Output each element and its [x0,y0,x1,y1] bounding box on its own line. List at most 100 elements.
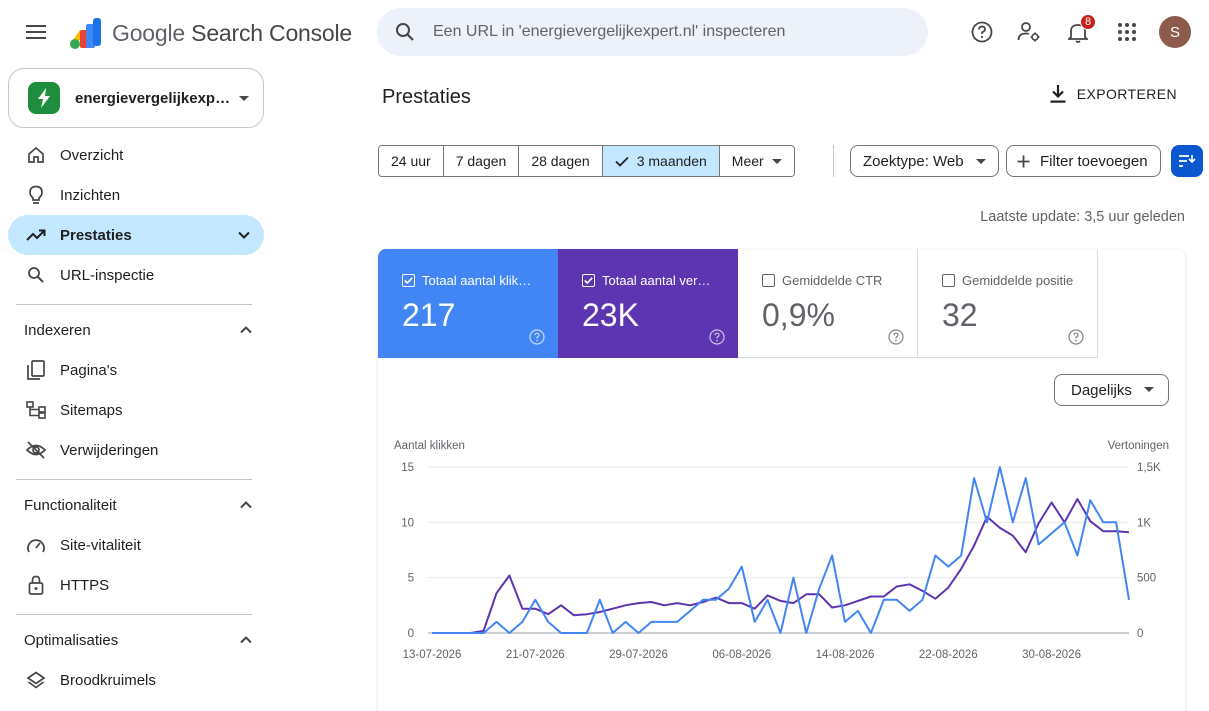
search-type-filter[interactable]: Zoektype: Web [850,145,999,177]
x-tick-label: 22-08-2026 [919,649,978,661]
trending-up-icon [26,225,46,245]
y-left-tick-label: 0 [408,628,414,640]
notifications-button[interactable]: 8 [1060,14,1096,50]
x-tick-label: 13-07-2026 [403,649,462,661]
metric-value: 217 [402,297,456,333]
sidebar-item-label: Verwijderingen [60,441,159,459]
speedometer-icon [26,535,46,555]
date-range-7d[interactable]: 7 dagen [443,146,520,176]
chevron-up-icon [238,497,254,517]
checkbox-checked[interactable] [402,274,415,287]
check-icon [404,277,413,284]
sidebar-item-inzichten[interactable]: Inzichten [8,175,264,215]
y-axis-left-label: Aantal klikken [394,440,465,452]
y-right-tick-label: 1,5K [1137,462,1161,474]
export-button[interactable]: EXPORTEREN [1049,84,1177,104]
date-range-24h[interactable]: 24 uur [379,146,444,176]
metric-label: Gemiddelde positie [962,273,1074,288]
section-header-indexeren[interactable]: Indexeren [24,318,256,342]
help-icon[interactable] [529,329,545,345]
property-icon [28,82,60,114]
metric-label: Gemiddelde CTR [782,273,883,288]
section-header-functionaliteit[interactable]: Functionaliteit [24,493,256,517]
sidebar-item-site-vitaliteit[interactable]: Site-vitaliteit [8,525,264,565]
sidebar-item-paginas[interactable]: Pagina's [8,350,264,390]
plus-icon [1017,155,1030,167]
metric-card-position[interactable]: Gemiddelde positie 32 [918,249,1098,358]
main-menu-button[interactable] [20,16,52,48]
search-console-logo[interactable] [66,16,106,50]
performance-chart[interactable]: Aantal klikken Vertoningen 0 0 5 500 10 1K 15 1… [378,434,1185,711]
sidebar-item-sitemaps[interactable]: Sitemaps [8,390,264,430]
y-right-tick-label: 0 [1137,628,1143,640]
filter-options-button[interactable] [1171,145,1203,177]
url-inspect-input[interactable] [433,23,913,41]
help-button[interactable] [964,14,1000,50]
sidebar-item-overzicht[interactable]: Overzicht [8,135,264,175]
sidebar-divider [16,479,252,480]
date-range-label: 3 maanden [636,153,707,169]
sidebar-divider [16,304,252,305]
y-axis-right-label: Vertoningen [1108,440,1169,452]
help-icon[interactable] [709,329,725,345]
sidebar-item-label: Inzichten [60,186,121,204]
metric-value: 32 [942,297,978,333]
dropdown-arrow-icon [771,158,782,164]
metric-card-ctr[interactable]: Gemiddelde CTR 0,9% [738,249,918,358]
help-icon [971,21,993,43]
help-icon[interactable] [888,329,904,345]
check-icon [615,156,629,167]
product-name: Google Search Console [112,20,352,47]
x-tick-label: 29-07-2026 [609,649,668,661]
google-apps-button[interactable] [1109,14,1145,50]
url-inspect-search-bar[interactable] [377,8,928,56]
help-icon[interactable] [1068,329,1084,345]
sidebar-item-verwijderingen[interactable]: Verwijderingen [8,430,264,470]
granularity-select[interactable]: Dagelijks [1054,374,1169,406]
chevron-up-icon [238,322,254,342]
date-range-more[interactable]: Meer [719,146,794,176]
chevron-down-icon [234,225,254,249]
search-icon [377,22,433,42]
sidebar-nav: energievergelijkexpert.nl Overzicht Inzi… [0,64,280,711]
checkbox-unchecked[interactable] [762,274,775,287]
metric-card-impressions[interactable]: Totaal aantal vertoningen 23K [558,249,738,358]
x-tick-label: 14-08-2026 [816,649,875,661]
sidebar-item-label: Prestaties [60,226,132,244]
metric-label: Totaal aantal klikken [422,273,534,288]
checkbox-unchecked[interactable] [942,274,955,287]
sidebar-item-label: Broodkruimels [60,671,156,689]
section-header-optimalisaties[interactable]: Optimalisaties [24,628,256,652]
sidebar-item-broodkruimels[interactable]: Broodkruimels [8,660,264,700]
search-type-label: Zoektype: Web [863,152,964,170]
performance-card: Totaal aantal klikken 217 Totaal aantal … [378,249,1185,711]
granularity-label: Dagelijks [1071,381,1132,399]
metric-card-clicks[interactable]: Totaal aantal klikken 217 [378,249,558,358]
account-avatar[interactable]: S [1159,16,1191,48]
section-title: Indexeren [24,321,91,339]
y-left-tick-label: 10 [401,517,414,529]
check-icon [584,277,593,284]
sidebar-divider [16,614,252,615]
sidebar-item-https[interactable]: HTTPS [8,565,264,605]
metric-value: 23K [582,297,639,333]
impressions-series-line [432,498,1130,634]
sidebar-item-prestaties[interactable]: Prestaties [8,215,264,255]
checkbox-checked[interactable] [582,274,595,287]
users-settings-button[interactable] [1011,14,1047,50]
y-left-tick-label: 15 [401,462,414,474]
sidebar-item-label: Site-vitaliteit [60,536,141,554]
date-range-3m[interactable]: 3 maanden [602,146,720,176]
property-selector[interactable]: energievergelijkexpert.nl [8,68,264,128]
apps-grid-icon [1118,23,1136,41]
lightning-bolt-icon [38,88,50,108]
sidebar-item-url-inspectie[interactable]: URL-inspectie [8,255,264,295]
date-range-28d[interactable]: 28 dagen [519,146,603,176]
export-label: EXPORTEREN [1076,86,1177,102]
add-filter-button[interactable]: Filter toevoegen [1006,145,1161,177]
y-left-tick-label: 5 [408,573,414,585]
layers-icon [26,670,46,690]
brand-product: Search Console [191,20,353,46]
date-range-selector: 24 uur 7 dagen 28 dagen 3 maanden Meer [378,145,795,177]
